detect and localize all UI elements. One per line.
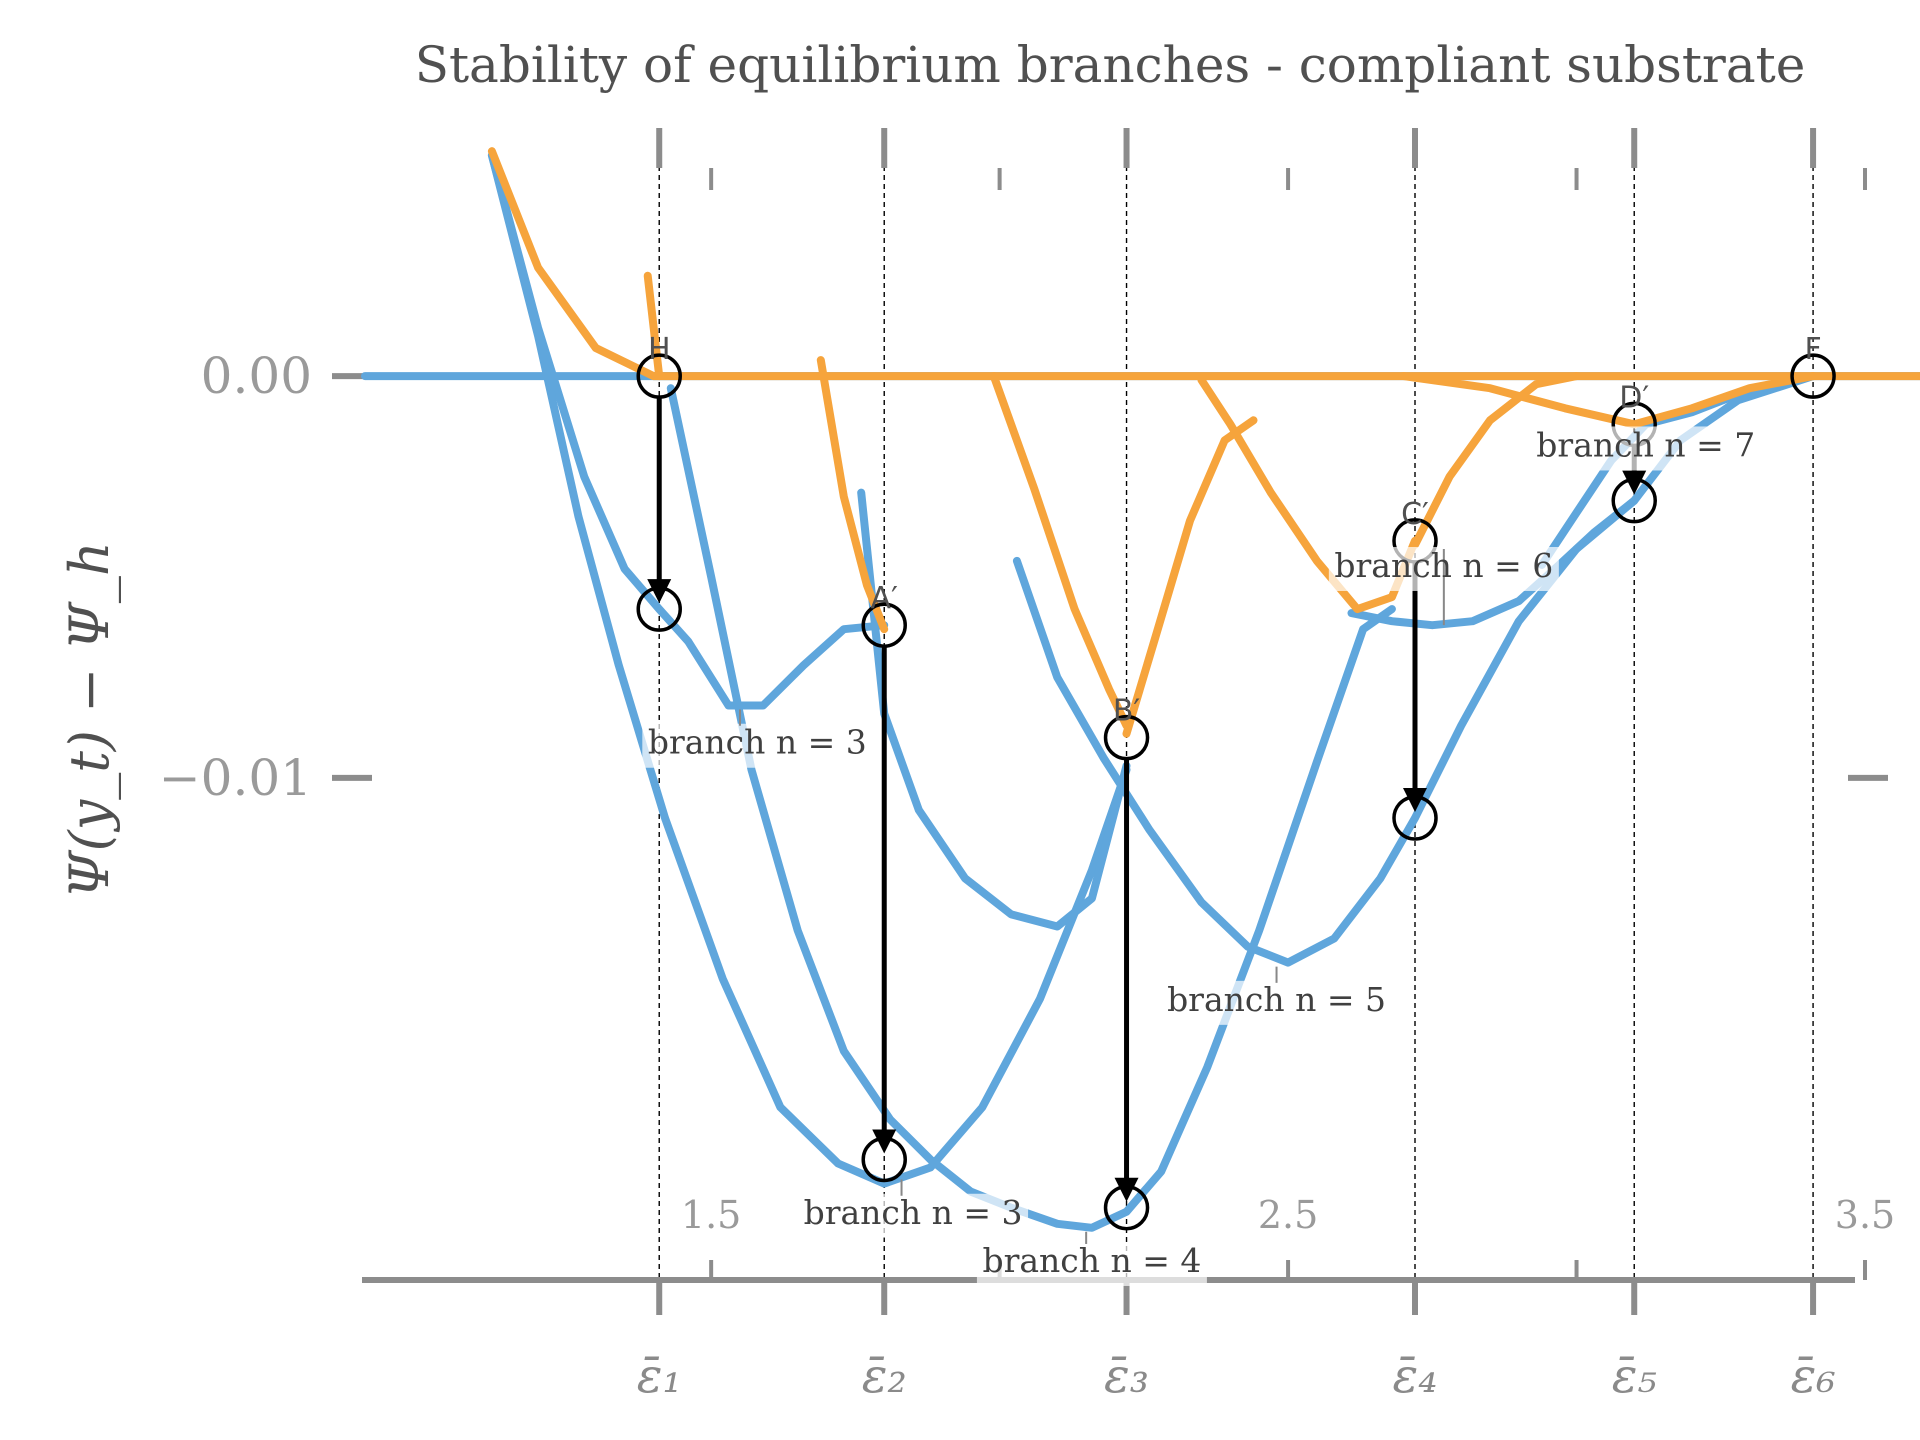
annotation-backdrop xyxy=(642,723,873,768)
equilibrium-point-marker xyxy=(1392,795,1438,841)
critical-strain-lines xyxy=(658,130,1814,1280)
branch-annotation-label: branch n = 4 xyxy=(982,1241,1201,1280)
jump-arrow-head xyxy=(872,1129,897,1154)
annotation-backdrop xyxy=(798,1193,1029,1238)
annotation-backdrop xyxy=(1530,426,1761,471)
unstable-branch-curve xyxy=(487,147,1920,381)
epsilon-tick-label: ε̄₂ xyxy=(862,1348,907,1404)
point-label: B′ xyxy=(1113,694,1141,729)
annotation-backdrop xyxy=(976,1241,1207,1286)
epsilon-tick-label: ε̄₄ xyxy=(1393,1348,1438,1404)
branch-annotation-label: branch n = 6 xyxy=(1334,546,1553,585)
stable-branch-curve xyxy=(1537,372,1818,569)
epsilon-tick-label: ε̄₆ xyxy=(1791,1348,1836,1404)
jump-arrow-head xyxy=(647,579,672,604)
jump-arrow-head xyxy=(1622,470,1647,495)
equilibrium-point-marker xyxy=(1103,1184,1150,1231)
annotation-backdrop xyxy=(1161,980,1392,1025)
x-minor-tick-label: 3.5 xyxy=(1835,1193,1895,1237)
stable-branch-curve xyxy=(666,384,1396,1232)
unstable-branch-curve xyxy=(989,372,1131,730)
branch-annotations: branch n = 3 branch n = 3 branch n = 4 bran… xyxy=(642,425,1761,1286)
unstable-branch-curve xyxy=(643,271,664,381)
branch-annotation-label: branch n = 3 xyxy=(804,1193,1023,1232)
branch-annotation-label: branch n = 3 xyxy=(648,723,867,762)
equilibrium-point-marker xyxy=(1611,477,1657,524)
x-minor-tick-label: 1.5 xyxy=(681,1193,741,1237)
equilibrium-point-marker xyxy=(1103,714,1150,761)
equilibrium-point-marker xyxy=(1790,353,1836,399)
unstable-branch-curve xyxy=(1197,376,1419,614)
equilibrium-point-marker xyxy=(636,353,682,399)
jump-arrow-head xyxy=(1403,788,1427,813)
x-minor-tick-label: 2.5 xyxy=(1258,1193,1318,1237)
unstable-branch-curve xyxy=(1411,372,1581,549)
jump-arrows xyxy=(647,398,1647,1202)
epsilon-tick-label: ε̄₁ xyxy=(637,1348,682,1404)
jump-arrow-head xyxy=(1114,1177,1139,1202)
branch-curves xyxy=(361,147,1920,1232)
branch-annotation-label: branch n = 5 xyxy=(1167,980,1386,1019)
equilibrium-point-marker xyxy=(861,602,907,648)
unstable-branch-curve xyxy=(1399,372,1818,429)
point-label: A′ xyxy=(871,581,899,616)
unstable-branch-curve xyxy=(1122,416,1258,738)
chart-title: Stability of equilibrium branches - comp… xyxy=(415,36,1806,94)
equilibrium-point-marker xyxy=(861,1136,907,1183)
stable-branch-curve xyxy=(1012,496,1639,967)
stable-branch-curve xyxy=(487,151,1131,1188)
y-axis-label: Ψ(y_t) − Ψ_h xyxy=(58,541,121,898)
point-label: H xyxy=(648,332,671,367)
branch-annotation-label: branch n = 7 xyxy=(1536,425,1755,464)
point-label: D′ xyxy=(1619,380,1649,415)
equilibrium-point-marker xyxy=(636,586,682,632)
y-tick-label: 0.00 xyxy=(201,347,312,405)
y-tick-label: −0.01 xyxy=(159,749,312,807)
point-label: F xyxy=(1804,332,1821,367)
point-label: C′ xyxy=(1401,497,1429,532)
tick-labels: 0.00 −0.01 ε̄₁ ε̄₂ ε̄₃ ε̄₄ ε̄₅ ε̄₆ 1.5 2.5 3.5 xyxy=(159,347,1895,1404)
epsilon-tick-label: ε̄₅ xyxy=(1612,1348,1657,1404)
stable-branch-curve xyxy=(487,151,889,710)
epsilon-tick-label: ε̄₃ xyxy=(1104,1348,1149,1404)
stable-branch-curve xyxy=(857,488,1131,931)
